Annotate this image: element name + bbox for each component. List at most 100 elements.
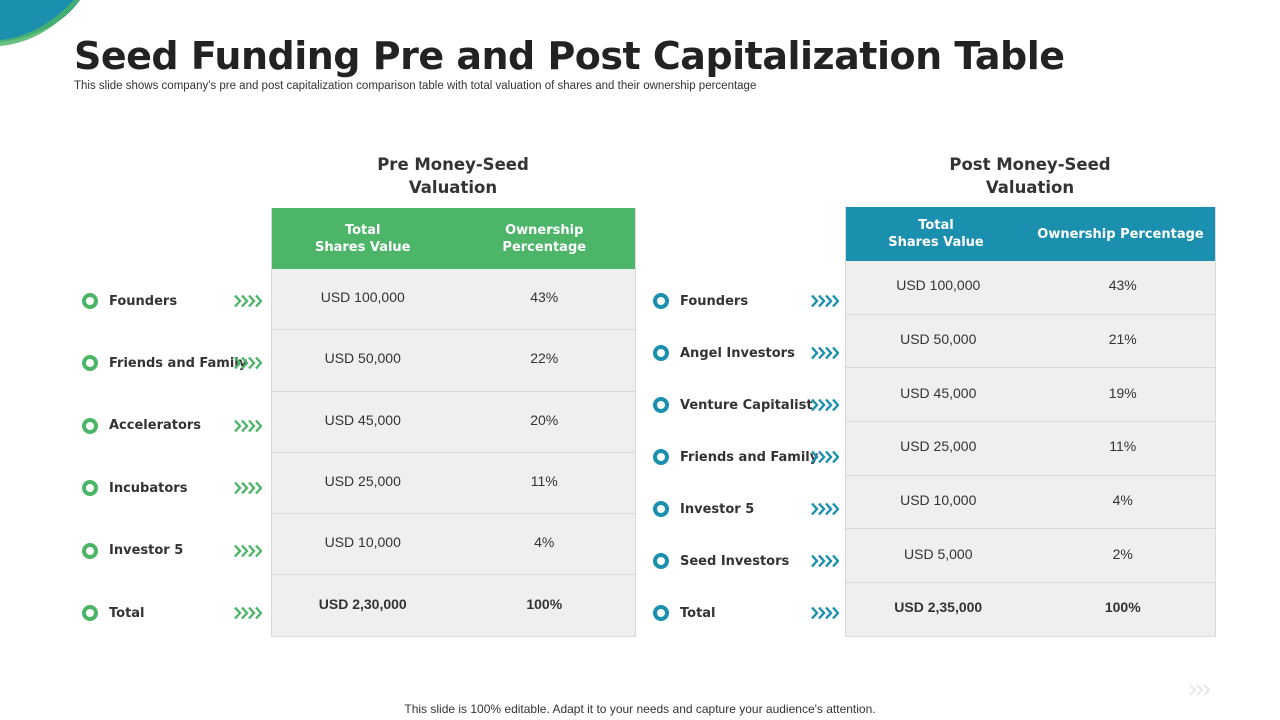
pre-cell-shares-value: USD 50,000 <box>324 350 401 367</box>
post-row-label: Founders <box>653 289 748 313</box>
post-row-label-text: Angel Investors <box>680 345 795 361</box>
table-row: USD 25,000 11% <box>846 422 1215 476</box>
circle-bullet-icon <box>82 605 98 621</box>
chevron-arrows-icon <box>234 356 262 370</box>
post-header-col1-line2: Shares Value <box>888 235 984 250</box>
pre-table-body: USD 100,000 43% USD 50,000 22% USD 45,000 20%… <box>272 269 635 637</box>
pre-row-label: Incubators <box>82 476 187 500</box>
faint-chevron-icon <box>1189 683 1211 701</box>
pre-row-label: Accelerators <box>82 414 201 438</box>
pre-row-label-text: Total <box>109 605 145 621</box>
post-row-label-text: Total <box>680 605 716 621</box>
circle-bullet-icon <box>82 542 98 559</box>
table-row: USD 50,000 22% <box>272 330 635 392</box>
pre-header-col1-line2: Shares Value <box>314 239 411 255</box>
post-cell-shares-value: USD 25,000 <box>900 438 977 455</box>
post-cell-shares-value: USD 10,000 <box>900 492 977 509</box>
pre-table-header: Total Shares Value Ownership Percentage <box>272 208 635 269</box>
circle-bullet-icon <box>653 553 669 569</box>
chevron-arrows-icon <box>811 554 839 568</box>
table-row: USD 25,000 11% <box>272 452 635 515</box>
post-header-ownership: Ownership Percentage <box>1026 207 1215 261</box>
pre-header-col1-line1: Total <box>344 222 381 238</box>
chevron-arrows-icon <box>811 398 839 412</box>
pre-row-label-text: Founders <box>109 293 178 309</box>
pre-cell-ownership: 22% <box>530 350 559 367</box>
post-cell-ownership: 11% <box>1109 438 1137 455</box>
post-heading-line2: Valuation <box>985 178 1075 197</box>
post-header-col2-line1: Ownership Percentage <box>1037 226 1204 242</box>
pre-header-col2-line1: Ownership <box>505 222 584 238</box>
post-table-header: Total Shares Value Ownership Percentage <box>846 207 1215 261</box>
table-row: USD 45,000 19% <box>846 368 1215 423</box>
chevron-arrows-icon <box>811 502 839 516</box>
circle-bullet-icon <box>82 355 98 372</box>
post-row-label: Seed Investors <box>653 549 789 573</box>
table-row: USD 5,000 2% <box>846 529 1215 584</box>
post-row-label: Angel Investors <box>653 341 795 365</box>
circle-bullet-icon <box>82 293 98 309</box>
table-row: USD 45,000 20% <box>272 391 635 453</box>
pre-header-col2-line2: Percentage <box>502 239 587 255</box>
pre-row-label-text: Accelerators <box>109 418 202 434</box>
corner-decoration <box>0 0 80 46</box>
post-row-label: Friends and Family <box>653 445 818 469</box>
circle-bullet-icon <box>82 417 98 434</box>
circle-bullet-icon <box>653 397 669 413</box>
pre-row-label-text: Friends and Family <box>109 355 248 371</box>
pre-cell-shares-value: USD 10,000 <box>324 534 401 551</box>
post-cell-ownership: 43% <box>1108 277 1137 294</box>
post-row-label-text: Friends and Family <box>680 449 819 465</box>
pre-cell-ownership: 4% <box>534 534 555 551</box>
table-row: USD 10,000 4% <box>272 514 635 576</box>
pre-heading-line1: Pre Money-Seed <box>377 155 529 174</box>
post-cell-ownership: 21% <box>1108 331 1137 348</box>
circle-bullet-icon <box>653 345 669 361</box>
post-cell-ownership: 4% <box>1112 492 1133 509</box>
table-row: USD 2,30,000 100% <box>272 575 635 637</box>
post-cell-shares-value: USD 5,000 <box>904 545 973 562</box>
post-cell-ownership: 100% <box>1104 599 1141 616</box>
pre-heading-line2: Valuation <box>408 178 498 197</box>
chevron-arrows-icon <box>811 606 839 620</box>
post-cell-ownership: 2% <box>1112 545 1133 562</box>
post-header-col1-line1: Total <box>918 218 954 233</box>
post-valuation-table: Total Shares Value Ownership Percentage … <box>845 207 1216 637</box>
footer-note: This slide is 100% editable. Adapt it to… <box>404 702 876 716</box>
post-row-label: Venture Capitalist <box>653 393 813 417</box>
pre-cell-shares-value: USD 2,30,000 <box>318 595 407 612</box>
pre-row-label-text: Incubators <box>109 480 188 496</box>
table-row: USD 100,000 43% <box>846 261 1215 315</box>
chevron-arrows-icon <box>234 606 262 620</box>
post-heading-line1: Post Money-Seed <box>949 155 1111 174</box>
circle-bullet-icon <box>653 449 669 465</box>
pre-row-label: Friends and Family <box>82 351 247 375</box>
post-cell-shares-value: USD 2,35,000 <box>894 599 983 616</box>
pre-cell-shares-value: USD 45,000 <box>324 411 401 428</box>
circle-bullet-icon <box>653 501 669 517</box>
circle-bullet-icon <box>82 480 98 497</box>
table-row: USD 10,000 4% <box>846 475 1215 530</box>
chevron-arrows-icon <box>234 544 262 558</box>
post-table-body: USD 100,000 43% USD 50,000 21% USD 45,000 19%… <box>846 261 1215 637</box>
circle-bullet-icon <box>653 605 669 621</box>
post-cell-shares-value: USD 50,000 <box>900 331 977 348</box>
table-row: USD 50,000 21% <box>846 314 1215 369</box>
chevron-arrows-icon <box>234 481 262 495</box>
pre-section-heading: Pre Money-Seed Valuation <box>338 153 568 199</box>
circle-bullet-icon <box>653 293 669 309</box>
pre-cell-ownership: 100% <box>526 595 563 612</box>
page-subtitle: This slide shows company's pre and post … <box>74 80 757 92</box>
pre-row-label: Investor 5 <box>82 539 183 563</box>
table-row: USD 2,35,000 100% <box>846 583 1215 637</box>
post-row-label-text: Investor 5 <box>680 501 755 517</box>
pre-header-shares-value: Total Shares Value <box>272 208 454 269</box>
pre-row-label: Total <box>82 601 145 625</box>
post-row-label-text: Venture Capitalist <box>680 397 813 413</box>
post-header-shares-value: Total Shares Value <box>846 207 1026 261</box>
chevron-arrows-icon <box>811 346 839 360</box>
pre-row-label: Founders <box>82 289 177 313</box>
chevron-arrows-icon <box>234 294 262 308</box>
pre-cell-ownership: 11% <box>530 473 558 490</box>
post-cell-shares-value: USD 45,000 <box>900 384 977 401</box>
